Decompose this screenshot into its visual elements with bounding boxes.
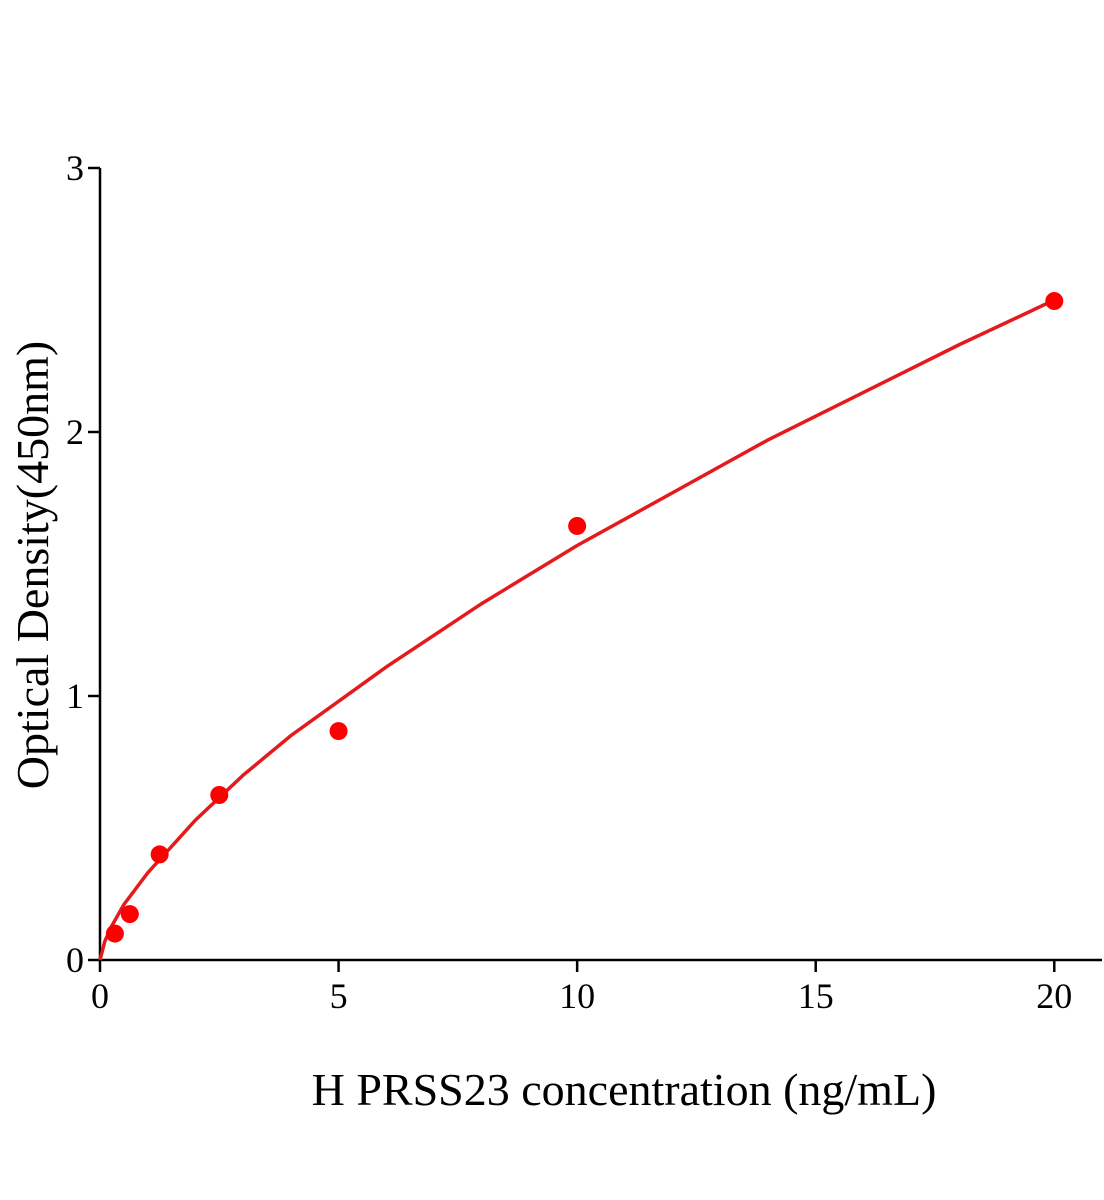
data-point [329,722,348,741]
y-tick-label: 3 [66,148,84,188]
data-point [568,516,587,535]
y-axis-title: Optical Density(450nm) [7,341,58,789]
x-tick-label: 10 [559,976,595,1016]
y-tick-label: 0 [66,940,84,980]
fit-curve [98,298,1056,961]
y-tick-label: 1 [66,676,84,716]
data-point [105,924,124,943]
y-tick-label: 2 [66,412,84,452]
x-tick-label: 0 [91,976,109,1016]
x-tick-label: 20 [1036,976,1072,1016]
x-tick-label: 15 [798,976,834,1016]
x-axis-title: H PRSS23 concentration (ng/mL) [312,1064,937,1115]
data-point [150,845,169,864]
data-point [210,786,229,804]
x-tick-label: 5 [330,976,348,1016]
data-point [1045,292,1064,311]
data-point [120,905,139,924]
